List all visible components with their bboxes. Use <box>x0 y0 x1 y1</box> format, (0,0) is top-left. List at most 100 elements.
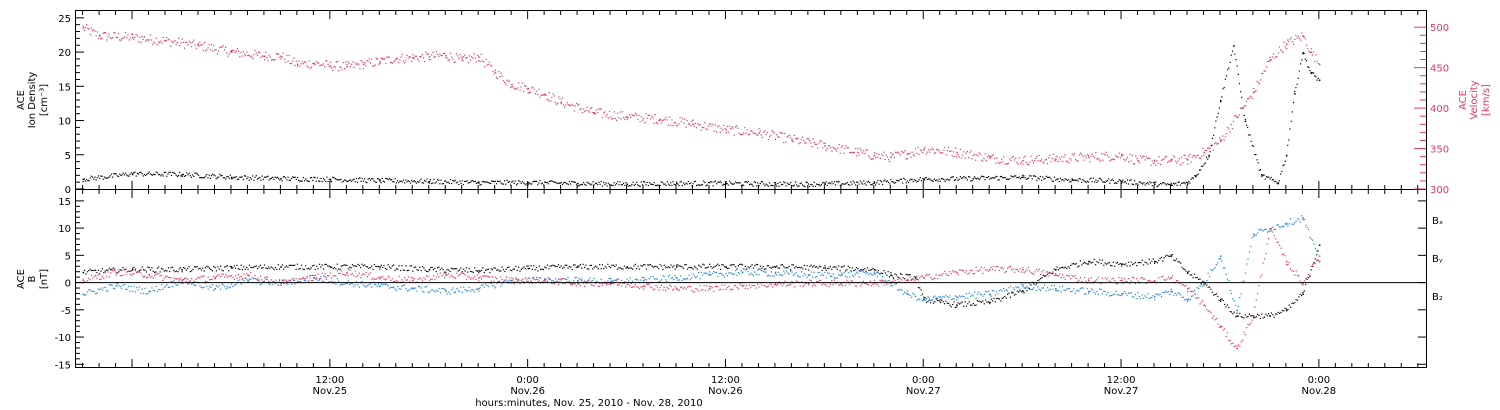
density-series-point <box>665 184 667 186</box>
density-series-data-point <box>1294 93 1296 95</box>
bx-series-point <box>255 265 257 267</box>
density-series-point <box>620 184 622 186</box>
by-series-point <box>1089 290 1091 292</box>
density-series-point <box>638 185 640 187</box>
velocity-series-point <box>840 146 842 148</box>
bz-series-point <box>623 281 625 283</box>
top-panel-series <box>82 24 1321 188</box>
bz-series-point <box>280 284 282 286</box>
bz-series-point <box>229 275 231 277</box>
bx-series-point <box>262 267 264 269</box>
bx-series-point <box>125 268 127 270</box>
bx-series-point <box>868 269 870 271</box>
by-series-point <box>769 275 771 277</box>
bx-series-point <box>1137 262 1139 264</box>
bx-series-point <box>1024 287 1027 289</box>
by-series-point <box>1261 229 1263 231</box>
density-series-point <box>970 180 972 182</box>
by-series-point <box>1241 281 1244 283</box>
by-series-point <box>1056 290 1058 292</box>
density-series-point <box>1214 127 1216 129</box>
velocity-series-point <box>664 118 666 120</box>
density-series-point <box>1218 107 1220 109</box>
bx-series-point <box>752 267 755 269</box>
bx-series-point <box>722 264 724 266</box>
density-series-point <box>751 184 753 186</box>
velocity-series-point <box>354 62 356 64</box>
by-series-point <box>821 273 823 275</box>
bx-series-data-point <box>1302 293 1304 295</box>
density-series-point <box>321 180 323 183</box>
by-series-point <box>1016 287 1018 289</box>
bz-series-point <box>213 275 215 278</box>
density-series-point <box>1147 182 1149 184</box>
by-series-point <box>471 289 473 291</box>
by-series-point <box>662 275 664 277</box>
by-series-point <box>747 271 749 273</box>
velocity-series-point <box>169 45 171 47</box>
by-series-point <box>1067 288 1069 290</box>
bx-series-point <box>578 265 580 267</box>
bz-series-point <box>649 286 652 288</box>
bx-series-point <box>692 268 694 270</box>
density-series-point <box>223 177 226 179</box>
velocity-series-point <box>1212 149 1215 151</box>
by-series-point <box>834 277 836 279</box>
velocity-series-point <box>689 123 691 125</box>
velocity-series-point <box>1309 51 1311 53</box>
bx-series-point <box>1203 284 1205 286</box>
velocity-series-point <box>1315 54 1317 56</box>
bx-series-point <box>948 302 950 304</box>
bx-series-point <box>181 271 183 273</box>
density-series-point <box>313 176 315 178</box>
bx-series-point <box>101 268 103 270</box>
velocity-series-point <box>133 38 135 41</box>
by-series-point <box>953 298 955 300</box>
bz-series-point <box>368 273 370 275</box>
bz-series-point <box>501 278 503 281</box>
density-series-point <box>726 183 728 185</box>
bz-series-point <box>640 286 642 288</box>
by-series-point <box>1244 272 1246 274</box>
velocity-series-point <box>1123 158 1125 160</box>
density-series-point <box>195 172 197 174</box>
bx-series-point <box>1126 265 1128 267</box>
bx-series-point <box>991 300 994 302</box>
density-series-point <box>777 182 779 184</box>
bx-series-point <box>1085 262 1087 264</box>
density-series-point <box>612 184 614 187</box>
by-series-point <box>217 286 219 288</box>
bx-series-point <box>459 269 461 271</box>
velocity-series-point <box>677 124 679 126</box>
bz-series-point <box>320 278 322 280</box>
bx-series-point <box>1215 293 1217 295</box>
bx-series-point <box>261 267 263 269</box>
by-series-point <box>395 289 397 291</box>
velocity-series-point <box>1217 143 1219 145</box>
density-series-point <box>794 181 797 183</box>
bx-series-point <box>424 269 426 271</box>
by-series-point <box>1082 287 1084 289</box>
by-series-point <box>913 293 915 296</box>
velocity-series-point <box>215 49 217 51</box>
bx-series-point <box>703 264 705 266</box>
bx-series-point <box>805 268 807 270</box>
density-series-point <box>989 178 991 180</box>
density-series-point <box>846 181 848 184</box>
density-series-point <box>1001 175 1003 177</box>
bx-series-data-point <box>1187 271 1189 274</box>
density-series-point <box>942 178 944 180</box>
velocity-series-point <box>273 59 275 61</box>
velocity-series-point <box>1116 156 1118 158</box>
bz-series-point <box>262 281 264 283</box>
bx-series-point <box>1243 317 1245 319</box>
by-series-point <box>1004 290 1006 292</box>
by-series-point <box>1163 291 1165 294</box>
by-series-point <box>905 292 907 294</box>
density-series-point <box>606 185 608 187</box>
velocity-series-point <box>468 55 470 57</box>
density-series-point <box>862 183 864 185</box>
bx-series-point <box>176 270 178 272</box>
velocity-series-point <box>1307 48 1309 50</box>
bz-series-point <box>92 277 94 279</box>
